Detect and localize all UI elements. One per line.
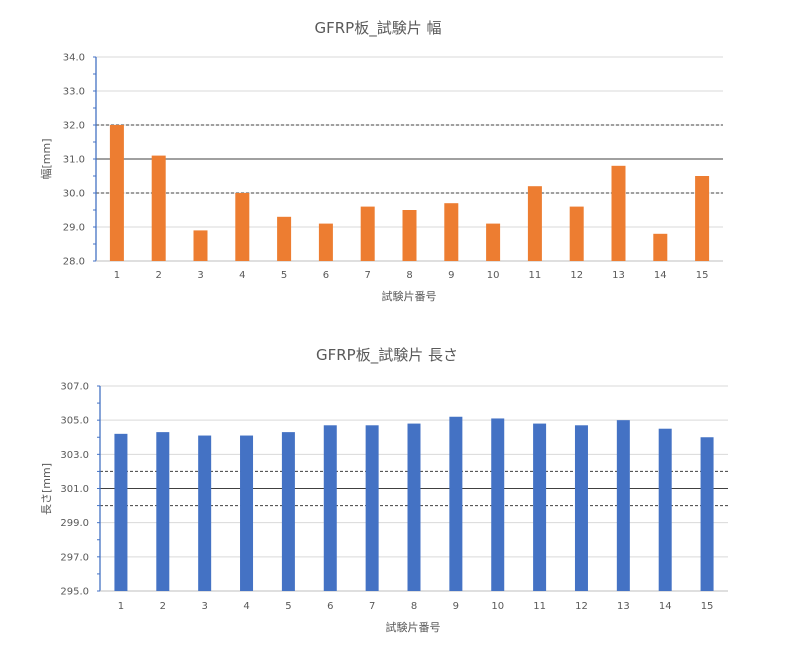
bar-5 [281,432,295,591]
y-tick-label: 295.0 [60,587,89,598]
x-tick-label: 14 [654,270,667,281]
bar-11 [527,186,542,261]
x-tick-label: 15 [696,270,709,281]
bar-2 [151,155,166,261]
x-tick-label: 6 [323,270,329,281]
x-tick-label: 4 [239,270,245,281]
x-axis-label: 試験片番号 [386,620,441,634]
bar-7 [365,425,379,591]
x-tick-label: 5 [285,601,291,612]
bar-14 [658,428,672,591]
bar-6 [323,425,337,591]
bar-13 [611,165,626,261]
x-axis-label: 試験片番号 [382,289,437,303]
y-tick-label: 33.0 [63,87,85,98]
y-tick-label: 299.0 [60,518,89,529]
y-tick-label: 307.0 [60,382,89,393]
x-tick-label: 7 [369,601,375,612]
x-tick-label: 9 [448,270,454,281]
bar-8 [407,423,421,591]
bar-5 [277,216,292,261]
y-tick-label: 303.0 [60,450,89,461]
bar-3 [198,435,212,591]
x-tick-label: 6 [327,601,333,612]
y-tick-label: 305.0 [60,416,89,427]
x-tick-label: 5 [281,270,287,281]
bar-9 [444,203,459,261]
bar-1 [109,125,124,261]
y-axis-label: 長さ[mm] [40,463,53,515]
bar-12 [574,425,588,591]
x-tick-label: 10 [487,270,500,281]
x-tick-label: 13 [617,601,630,612]
bar-15 [695,176,710,261]
chart-title: GFRP板_試験片 幅 [315,19,442,38]
x-tick-label: 4 [243,601,249,612]
x-tick-label: 2 [160,601,166,612]
y-axis-label: 幅[mm] [40,138,53,179]
y-tick-label: 28.0 [63,257,85,268]
bar-2 [156,432,170,591]
x-tick-label: 11 [533,601,546,612]
bar-1 [114,433,128,591]
bar-13 [616,420,630,591]
x-tick-label: 13 [612,270,625,281]
bar-7 [360,206,375,261]
bar-12 [569,206,584,261]
x-tick-label: 12 [570,270,583,281]
bar-10 [486,223,501,261]
x-tick-label: 11 [529,270,542,281]
bar-8 [402,210,417,261]
y-tick-label: 32.0 [63,121,85,132]
x-tick-label: 14 [659,601,672,612]
y-tick-label: 31.0 [63,155,85,166]
bar-3 [193,230,208,261]
bar-14 [653,233,668,261]
y-tick-label: 30.0 [63,189,85,200]
x-tick-label: 9 [453,601,459,612]
y-tick-label: 29.0 [63,223,85,234]
y-tick-label: 34.0 [63,53,85,64]
bar-4 [240,435,254,591]
x-tick-label: 2 [156,270,162,281]
x-tick-label: 3 [197,270,203,281]
x-tick-label: 15 [701,601,714,612]
y-tick-label: 297.0 [60,552,89,563]
bar-11 [533,423,547,591]
bar-15 [700,437,714,591]
chart-title: GFRP板_試験片 長さ [316,346,458,365]
bar-6 [318,223,333,261]
bar-9 [449,416,463,591]
y-tick-label: 301.0 [60,484,89,495]
bar-4 [235,193,250,261]
chart-width: GFRP板_試験片 幅 試験片番号 幅[mm] 28.0 29.0 30.0 31.0… [40,19,723,303]
x-tick-label: 3 [201,601,207,612]
x-tick-label: 8 [406,270,412,281]
x-tick-label: 7 [365,270,371,281]
x-tick-label: 12 [575,601,588,612]
bar-10 [491,418,505,591]
x-tick-label: 1 [114,270,120,281]
x-tick-label: 1 [118,601,124,612]
x-tick-label: 8 [411,601,417,612]
x-tick-label: 10 [491,601,504,612]
chart-length: GFRP板_試験片 長さ 試験片番号 長さ[mm] 295.0 297.0 299.… [40,346,728,634]
